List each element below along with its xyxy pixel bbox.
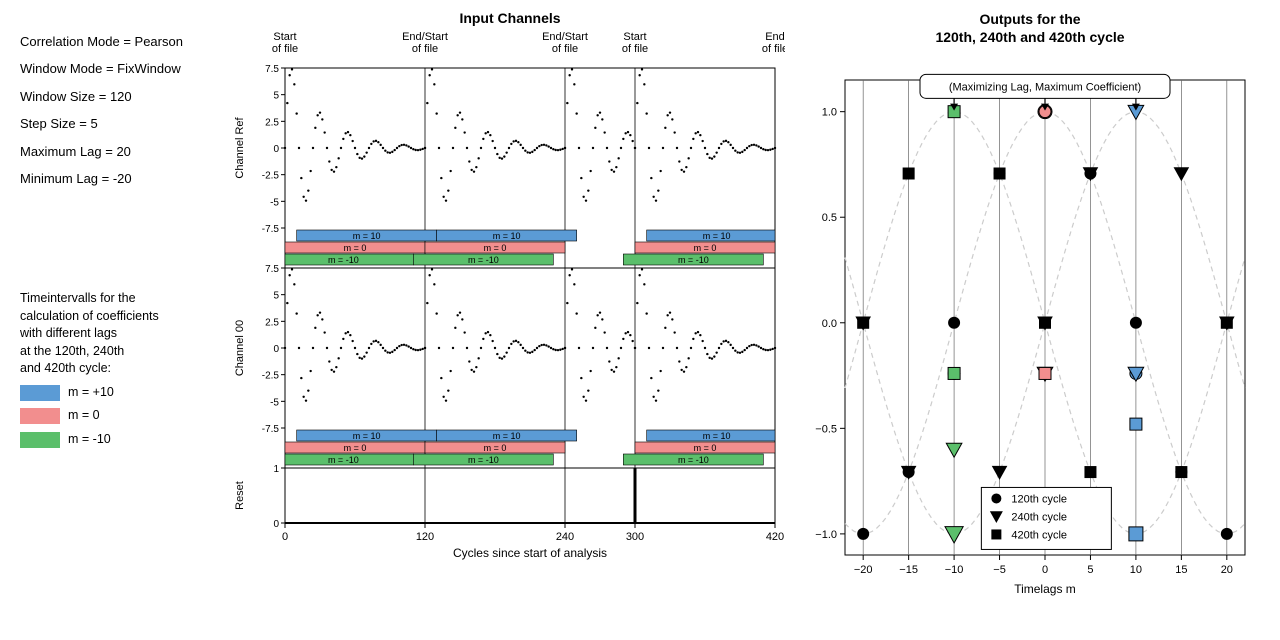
svg-text:-2.5: -2.5 (262, 171, 280, 182)
svg-text:m = 0: m = 0 (484, 243, 507, 253)
outputs-panel: Outputs for the120th, 240th and 420th cy… (790, 0, 1270, 640)
svg-text:2.5: 2.5 (265, 117, 279, 128)
svg-text:m = 10: m = 10 (493, 231, 521, 241)
svg-text:15: 15 (1175, 564, 1187, 576)
svg-text:1.0: 1.0 (822, 107, 837, 119)
svg-text:m = -10: m = -10 (678, 255, 709, 265)
input-channels-panel: Input Channels Startof fileEnd/Startof f… (230, 0, 790, 640)
svg-text:0: 0 (1042, 564, 1048, 576)
param-window-mode: Window Mode = FixWindow (20, 57, 220, 80)
svg-text:Cycles since start of analysis: Cycles since start of analysis (453, 546, 607, 560)
svg-text:m = 0: m = 0 (344, 243, 367, 253)
svg-text:(Maximizing Lag, Maximum Coeff: (Maximizing Lag, Maximum Coefficient) (949, 82, 1141, 94)
svg-text:0: 0 (282, 531, 288, 543)
svg-text:1: 1 (273, 464, 279, 475)
svg-text:Channel Ref: Channel Ref (234, 116, 246, 178)
svg-text:120th cycle: 120th cycle (1011, 494, 1067, 506)
svg-text:5: 5 (273, 291, 279, 302)
svg-text:m = -10: m = -10 (328, 255, 359, 265)
left-legend-heading: Timeintervalls for thecalculation of coe… (20, 290, 220, 378)
svg-text:−15: −15 (899, 564, 918, 576)
svg-text:of file: of file (762, 43, 785, 55)
svg-text:Reset: Reset (234, 481, 246, 510)
svg-text:-5: -5 (270, 397, 279, 408)
svg-text:20: 20 (1221, 564, 1233, 576)
svg-text:m = 10: m = 10 (703, 231, 731, 241)
svg-text:-7.5: -7.5 (262, 424, 280, 435)
svg-text:m = 0: m = 0 (344, 443, 367, 453)
svg-text:m = -10: m = -10 (678, 455, 709, 465)
input-channels-chart: Startof fileEnd/Startof fileEnd/Startof … (230, 28, 785, 608)
svg-text:−0.5: −0.5 (815, 424, 837, 436)
svg-text:120: 120 (416, 531, 434, 543)
svg-text:-2.5: -2.5 (262, 371, 280, 382)
legend-swatch (20, 432, 60, 448)
parameters-panel: Correlation Mode = Pearson Window Mode =… (0, 0, 230, 640)
svg-text:m = -10: m = -10 (328, 455, 359, 465)
left-legend: Timeintervalls for thecalculation of coe… (20, 290, 220, 448)
svg-text:−5: −5 (993, 564, 1006, 576)
svg-text:240: 240 (556, 531, 574, 543)
svg-text:300: 300 (626, 531, 644, 543)
svg-text:Start: Start (623, 31, 646, 43)
svg-text:m = 10: m = 10 (353, 231, 381, 241)
legend-label: m = -10 (68, 431, 111, 449)
svg-text:5: 5 (273, 91, 279, 102)
svg-text:-5: -5 (270, 197, 279, 208)
svg-text:-7.5: -7.5 (262, 224, 280, 235)
legend-label: m = 0 (68, 407, 100, 425)
legend-swatch (20, 408, 60, 424)
param-window-size: Window Size = 120 (20, 85, 220, 108)
right-title: Outputs for the120th, 240th and 420th cy… (790, 10, 1270, 46)
param-max-lag: Maximum Lag = 20 (20, 140, 220, 163)
legend-item: m = +10 (20, 384, 220, 402)
svg-text:m = 0: m = 0 (694, 443, 717, 453)
svg-text:m = 0: m = 0 (694, 243, 717, 253)
param-min-lag: Minimum Lag = -20 (20, 167, 220, 190)
outputs-chart: −20 −15 −10 −5 0 5 10 15 20 −1.0 −0.5 0.0 0.5 1.0 Time… (790, 50, 1260, 610)
svg-text:2.5: 2.5 (265, 317, 279, 328)
svg-text:of file: of file (412, 43, 438, 55)
svg-text:Channel 00: Channel 00 (234, 320, 246, 376)
svg-text:0.0: 0.0 (822, 318, 837, 330)
svg-text:of file: of file (552, 43, 578, 55)
legend-item: m = -10 (20, 431, 220, 449)
svg-text:of file: of file (272, 43, 298, 55)
svg-text:0: 0 (273, 344, 279, 355)
svg-text:5: 5 (1087, 564, 1093, 576)
svg-text:Timelags m: Timelags m (1014, 582, 1076, 596)
svg-text:10: 10 (1130, 564, 1142, 576)
svg-text:0: 0 (273, 144, 279, 155)
svg-text:m = 10: m = 10 (493, 431, 521, 441)
svg-text:420: 420 (766, 531, 784, 543)
param-correlation-mode: Correlation Mode = Pearson (20, 30, 220, 53)
svg-text:0: 0 (273, 519, 279, 530)
svg-text:−20: −20 (854, 564, 873, 576)
svg-text:m = 10: m = 10 (353, 431, 381, 441)
svg-text:End/Start: End/Start (542, 31, 588, 43)
legend-label: m = +10 (68, 384, 114, 402)
svg-text:7.5: 7.5 (265, 64, 279, 75)
svg-text:240th cycle: 240th cycle (1011, 512, 1067, 524)
svg-text:−1.0: −1.0 (815, 529, 837, 541)
svg-text:−10: −10 (945, 564, 964, 576)
svg-text:7.5: 7.5 (265, 264, 279, 275)
center-title: Input Channels (230, 10, 790, 26)
svg-text:m = 0: m = 0 (484, 443, 507, 453)
svg-text:m = -10: m = -10 (468, 255, 499, 265)
param-step-size: Step Size = 5 (20, 112, 220, 135)
legend-swatch (20, 385, 60, 401)
svg-text:of file: of file (622, 43, 648, 55)
svg-text:End/Start: End/Start (402, 31, 448, 43)
legend-item: m = 0 (20, 407, 220, 425)
svg-text:420th cycle: 420th cycle (1011, 530, 1067, 542)
svg-text:m = 10: m = 10 (703, 431, 731, 441)
svg-text:End: End (765, 31, 785, 43)
svg-text:m = -10: m = -10 (468, 455, 499, 465)
svg-text:0.5: 0.5 (822, 213, 837, 225)
svg-text:Start: Start (273, 31, 296, 43)
